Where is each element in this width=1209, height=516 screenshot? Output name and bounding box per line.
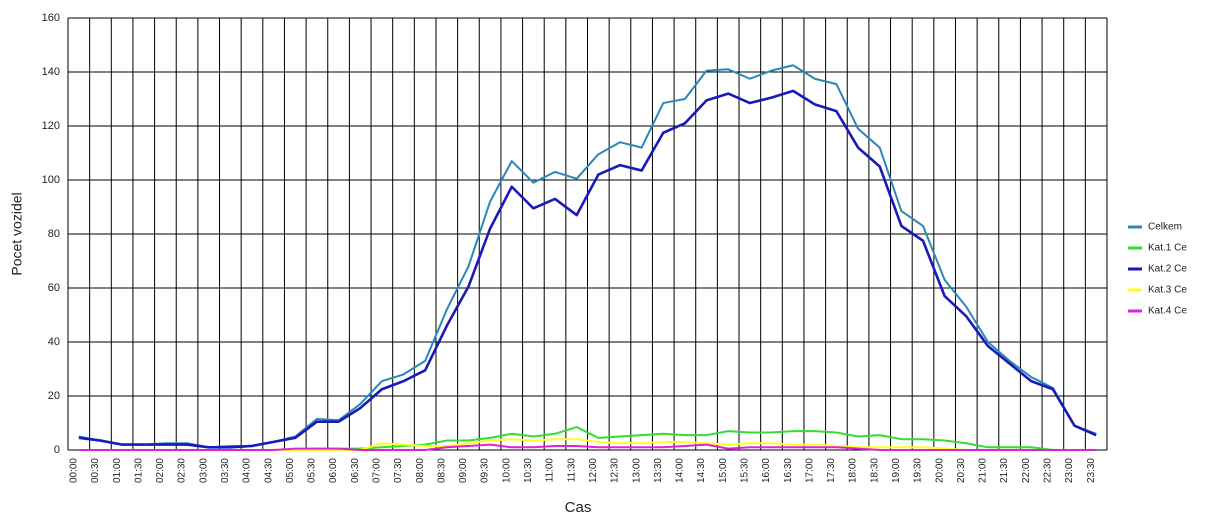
y-tick-label: 20: [48, 390, 60, 402]
x-tick-label: 03:30: [220, 458, 231, 483]
y-tick-label: 120: [42, 120, 60, 132]
x-tick-label: 00:30: [90, 458, 101, 483]
x-tick-label: 16:30: [783, 458, 794, 483]
y-tick-label: 60: [48, 282, 60, 294]
x-tick-label: 11:30: [566, 458, 577, 483]
x-tick-label: 16:00: [761, 458, 772, 483]
x-tick-label: 08:00: [415, 458, 426, 483]
x-tick-label: 04:00: [242, 458, 253, 483]
series-line: [78, 443, 1097, 451]
y-tick-label: 160: [42, 12, 60, 24]
y-axis-label: Pocet vozidel: [9, 192, 25, 275]
x-tick-label: 19:30: [913, 458, 924, 483]
x-tick-label: 11:00: [545, 458, 556, 483]
x-tick-label: 01:00: [112, 458, 123, 483]
x-tick-label: 20:00: [934, 458, 945, 483]
y-tick-label: 80: [48, 228, 60, 240]
legend-label: Kat.2 Ce: [1148, 264, 1187, 275]
x-tick-label: 08:30: [436, 458, 447, 483]
x-tick-label: 23:00: [1064, 458, 1075, 483]
y-tick-label: 40: [48, 336, 60, 348]
x-tick-label: 15:30: [739, 458, 750, 483]
x-tick-label: 13:00: [631, 458, 642, 483]
x-tick-label: 00:00: [68, 458, 79, 483]
x-tick-label: 09:00: [458, 458, 469, 483]
x-tick-label: 14:30: [696, 458, 707, 483]
x-tick-label: 02:30: [177, 458, 188, 483]
x-tick-label: 04:30: [263, 458, 274, 483]
x-tick-label: 18:30: [869, 458, 880, 483]
legend-label: Celkem: [1148, 222, 1182, 233]
x-tick-label: 18:00: [848, 458, 859, 483]
y-tick-label: 140: [42, 66, 60, 78]
x-tick-label: 05:30: [307, 458, 318, 483]
x-tick-label: 23:30: [1086, 458, 1097, 483]
x-tick-label: 09:30: [480, 458, 491, 483]
x-tick-label: 12:00: [588, 458, 599, 483]
x-tick-label: 22:30: [1043, 458, 1054, 483]
x-tick-label: 06:00: [328, 458, 339, 483]
y-tick-label: 100: [42, 174, 60, 186]
x-tick-label: 20:30: [956, 458, 967, 483]
legend-label: Kat.3 Ce: [1148, 285, 1187, 296]
x-tick-label: 12:30: [610, 458, 621, 483]
x-tick-label: 06:30: [350, 458, 361, 483]
x-tick-label: 19:00: [891, 458, 902, 483]
legend-label: Kat.4 Ce: [1148, 306, 1187, 317]
legend-label: Kat.1 Ce: [1148, 243, 1187, 254]
x-tick-label: 10:30: [523, 458, 534, 483]
x-tick-label: 10:00: [501, 458, 512, 483]
x-tick-label: 15:00: [718, 458, 729, 483]
x-tick-label: 21:30: [999, 458, 1010, 483]
x-tick-label: 02:00: [155, 458, 166, 483]
x-tick-label: 07:00: [372, 458, 383, 483]
x-tick-label: 14:00: [675, 458, 686, 483]
x-tick-label: 01:30: [133, 458, 144, 483]
x-tick-label: 07:30: [393, 458, 404, 483]
x-tick-label: 17:00: [804, 458, 815, 483]
x-tick-label: 13:30: [653, 458, 664, 483]
x-axis-label: Cas: [565, 499, 592, 516]
x-tick-label: 03:00: [198, 458, 209, 483]
x-tick-label: 22:00: [1021, 458, 1032, 483]
y-tick-label: 0: [54, 444, 60, 456]
series-line: [78, 89, 1097, 449]
x-tick-label: 05:00: [285, 458, 296, 483]
x-tick-label: 17:30: [826, 458, 837, 483]
x-tick-label: 21:00: [978, 458, 989, 483]
